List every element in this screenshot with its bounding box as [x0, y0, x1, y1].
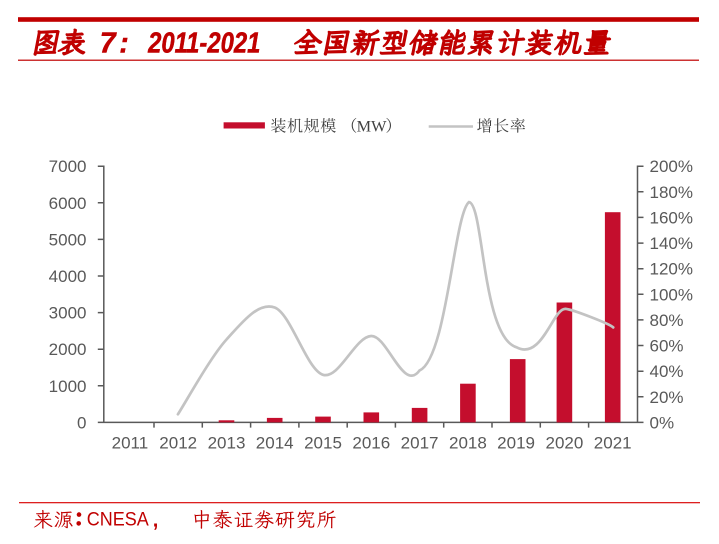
- svg-text:2015: 2015: [304, 434, 342, 453]
- svg-text:3000: 3000: [49, 304, 87, 323]
- svg-text:2011-2021: 2011-2021: [147, 27, 260, 59]
- svg-text:2016: 2016: [352, 434, 390, 453]
- svg-text:40%: 40%: [650, 362, 684, 381]
- svg-text:CNESA: CNESA: [87, 509, 149, 531]
- svg-text:2011: 2011: [112, 434, 149, 453]
- svg-text:2019: 2019: [497, 434, 535, 453]
- svg-text:200%: 200%: [650, 157, 693, 176]
- svg-text:20%: 20%: [650, 388, 684, 407]
- svg-text:2021: 2021: [594, 434, 632, 453]
- svg-text:7000: 7000: [49, 157, 87, 176]
- svg-text:160%: 160%: [650, 208, 693, 227]
- svg-text:2014: 2014: [256, 434, 294, 453]
- svg-text:4000: 4000: [49, 267, 87, 286]
- svg-text:2012: 2012: [159, 434, 197, 453]
- svg-text:100%: 100%: [650, 285, 693, 304]
- svg-text:2013: 2013: [208, 434, 246, 453]
- svg-text:120%: 120%: [650, 260, 693, 279]
- svg-text:2018: 2018: [449, 434, 487, 453]
- svg-text:MW: MW: [357, 117, 387, 136]
- svg-text:2000: 2000: [49, 340, 87, 359]
- svg-text:,: ,: [153, 510, 159, 532]
- svg-text:60%: 60%: [650, 337, 684, 356]
- svg-text:180%: 180%: [650, 183, 693, 202]
- svg-text::: :: [119, 27, 129, 59]
- svg-text:6000: 6000: [49, 194, 87, 213]
- svg-text:80%: 80%: [650, 311, 684, 330]
- svg-text:7: 7: [100, 27, 117, 59]
- svg-text:2017: 2017: [401, 434, 439, 453]
- svg-text:2020: 2020: [545, 434, 583, 453]
- svg-text:5000: 5000: [49, 230, 87, 249]
- svg-text:0%: 0%: [650, 413, 675, 432]
- svg-text:1000: 1000: [49, 377, 87, 396]
- svg-text:140%: 140%: [650, 234, 693, 253]
- svg-text:0: 0: [77, 413, 86, 432]
